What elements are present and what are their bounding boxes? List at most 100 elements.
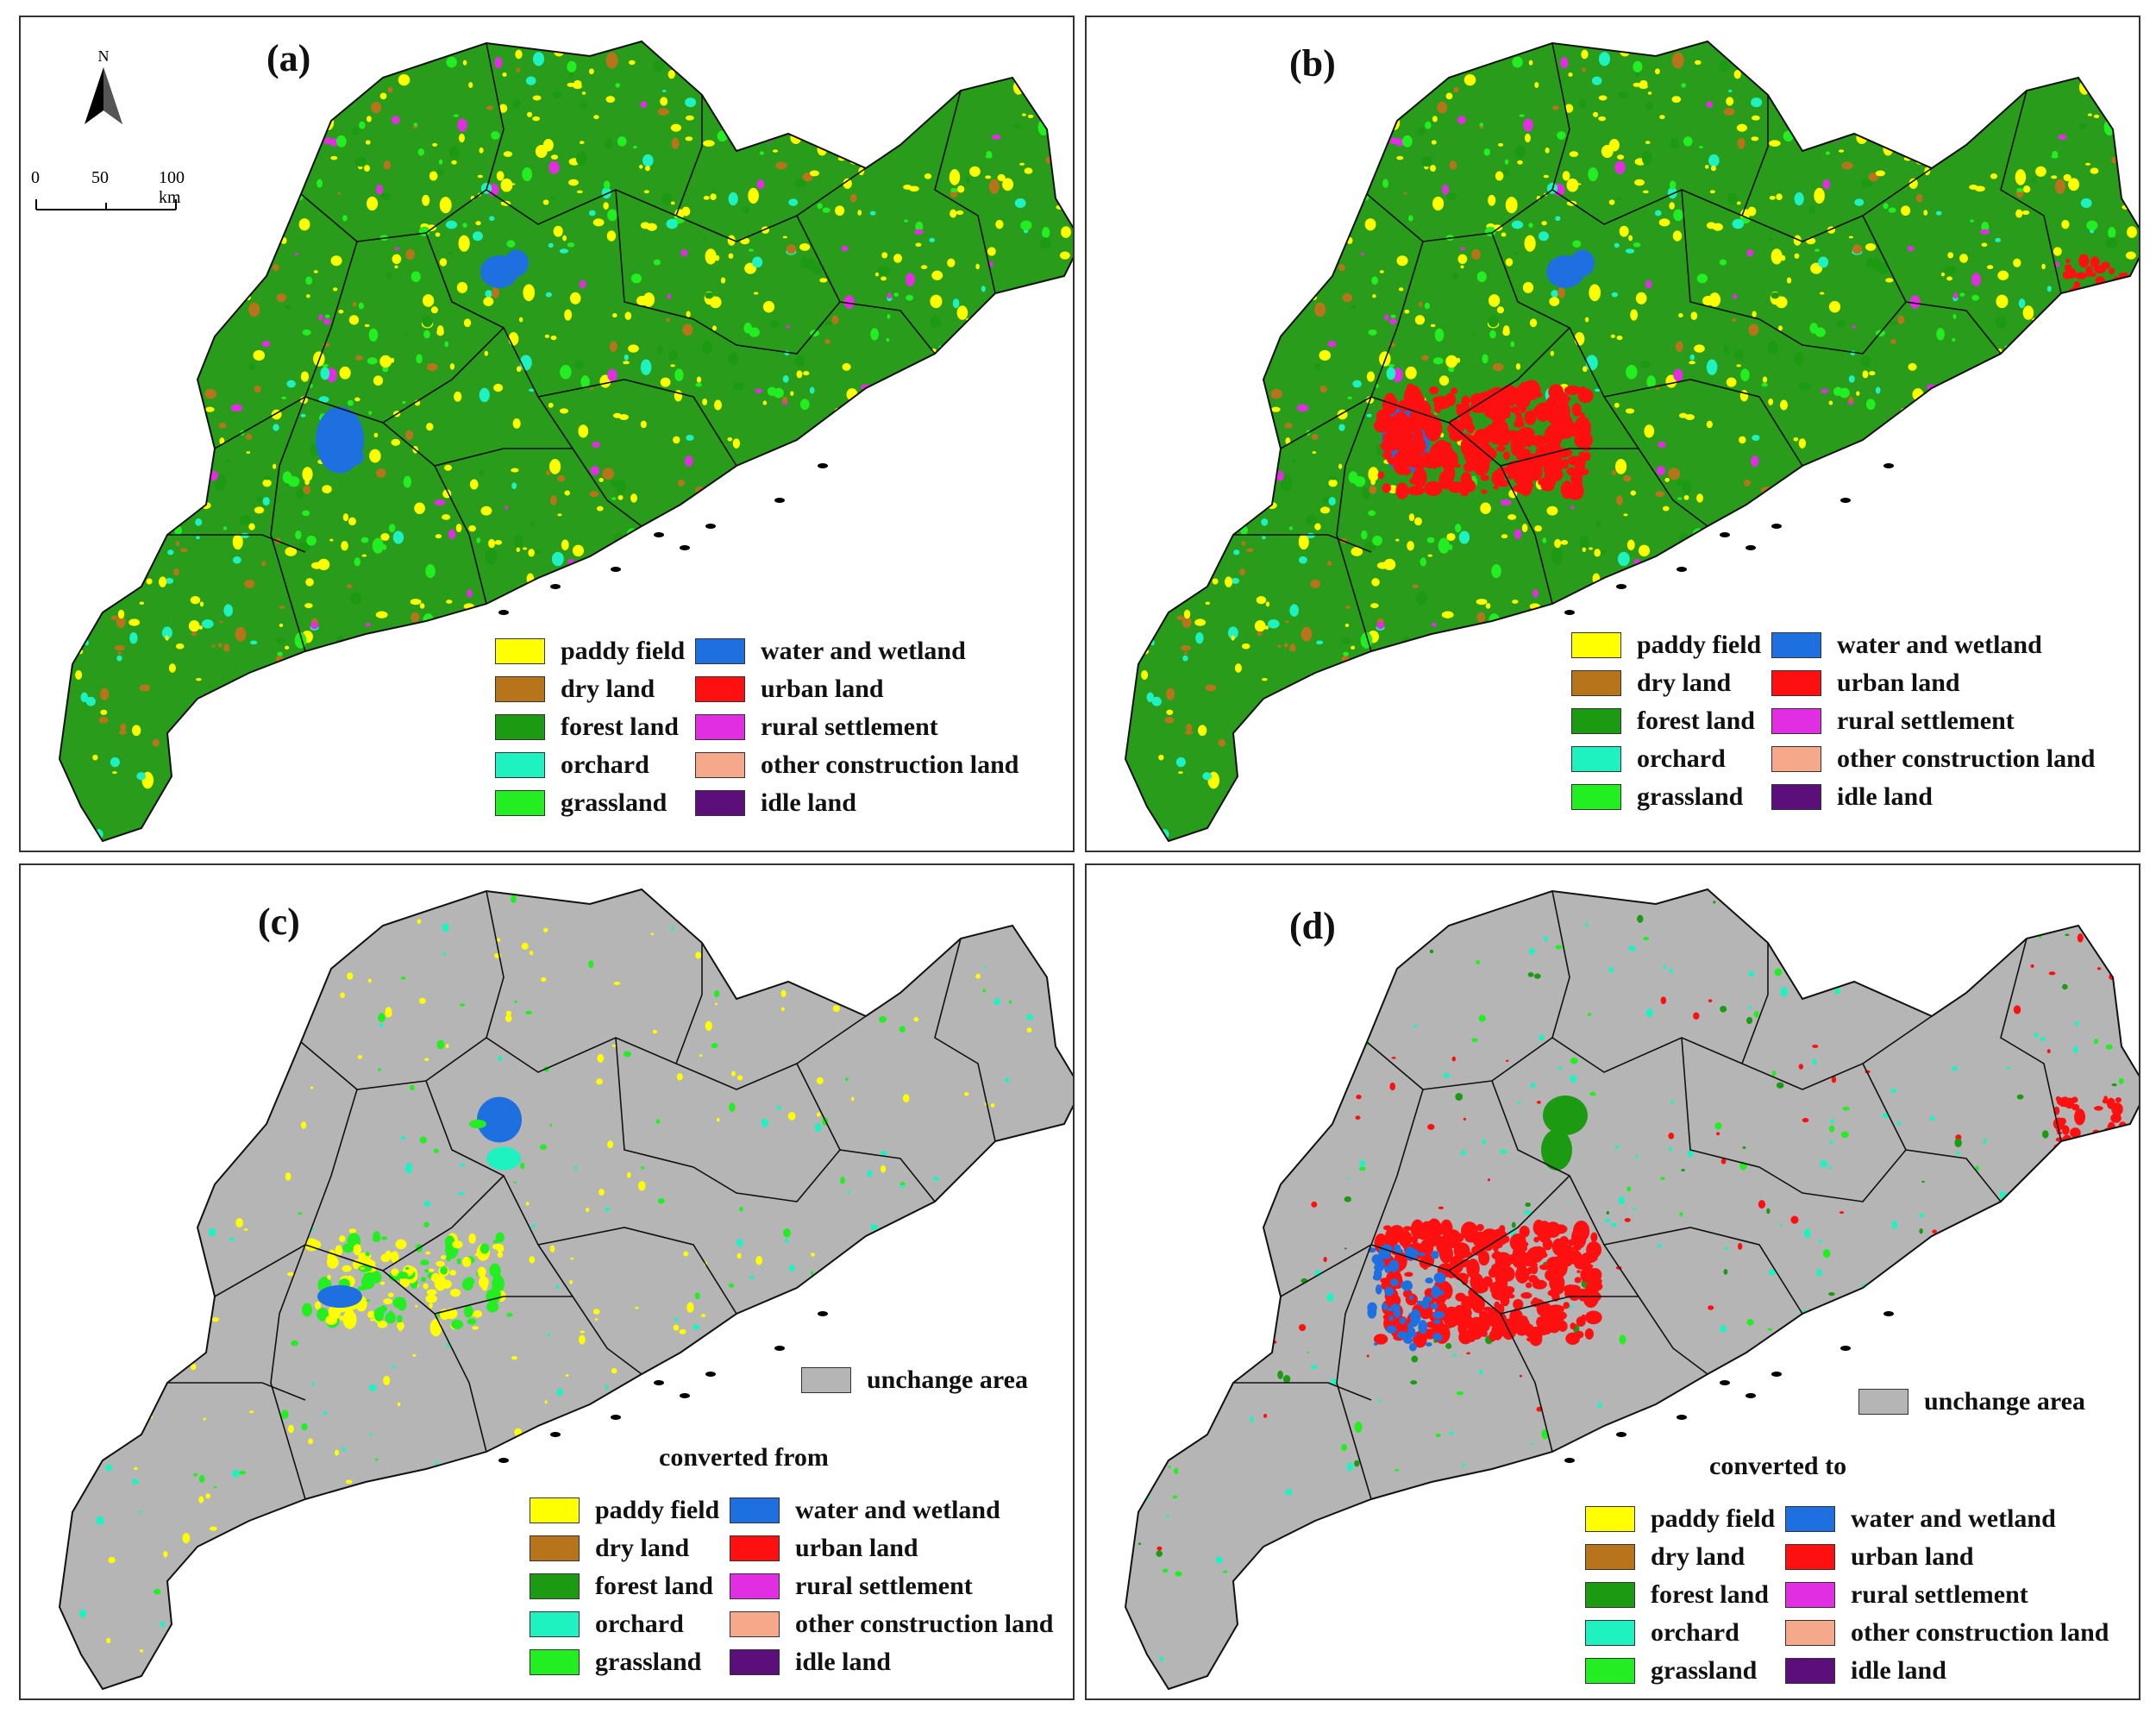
legend-item: paddy field <box>530 1493 719 1528</box>
legend-swatch <box>1771 708 1821 734</box>
legend-swatch <box>1571 670 1621 696</box>
island <box>1771 524 1782 529</box>
legend-label: orchard <box>561 750 649 779</box>
legend-item: other construction land <box>1785 1616 2109 1650</box>
legend-label: forest land <box>1637 706 1755 735</box>
island <box>1564 1458 1575 1463</box>
north-letter: N <box>97 47 110 65</box>
legend-label: dry land <box>595 1534 690 1562</box>
island <box>550 1432 561 1437</box>
province-map-b <box>1124 40 2139 843</box>
legend-item: dry land <box>1585 1540 1745 1574</box>
legend-label: other construction land <box>1851 1618 2109 1647</box>
legend-swatch <box>695 752 745 778</box>
legend-swatch <box>1585 1658 1635 1684</box>
legend-swatch <box>495 676 545 702</box>
island <box>818 463 828 468</box>
legend-item: paddy field <box>495 634 685 669</box>
island <box>680 1393 690 1398</box>
legend-label: orchard <box>595 1610 684 1638</box>
panel-label-a: (a) <box>266 37 311 79</box>
island <box>1771 1372 1782 1377</box>
legend-swatch <box>695 676 745 702</box>
legend-label: paddy field <box>595 1496 720 1524</box>
legend-item: grassland <box>1571 780 1743 814</box>
legend-label: rural settlement <box>1837 706 2015 735</box>
legend-label: urban land <box>1837 669 1960 697</box>
legend-item: idle land <box>730 1645 891 1679</box>
legend-item: other construction land <box>730 1607 1053 1642</box>
legend-label: forest land <box>561 713 679 741</box>
legend-label: urban land <box>761 675 884 703</box>
legend-swatch <box>495 790 545 816</box>
legend-swatch <box>1785 1658 1835 1684</box>
island <box>654 1380 664 1385</box>
legend-swatch <box>1571 784 1621 810</box>
legend-swatch <box>730 1535 780 1561</box>
legend-d: paddy field dry land forest land orchard gra… <box>1585 1502 2137 1698</box>
legend-title-d: converted to <box>1709 1452 1847 1480</box>
legend-label: water and wetland <box>795 1496 1000 1524</box>
province-fill <box>60 41 1073 841</box>
legend-item: dry land <box>530 1531 689 1566</box>
island <box>1564 610 1575 615</box>
legend-item: grassland <box>530 1645 701 1679</box>
island <box>774 498 785 503</box>
legend-swatch <box>695 790 745 816</box>
legend-item: forest land <box>1571 704 1755 738</box>
legend-item: water and wetland <box>1785 1502 2056 1536</box>
north-arrow-icon: N <box>83 47 124 130</box>
province-fill <box>1125 889 2139 1689</box>
map-panel-a: (a) N 0 50 100 km paddy field dry land for… <box>19 16 1075 852</box>
legend-swatch <box>1585 1620 1635 1646</box>
legend-swatch <box>495 638 545 664</box>
legend-swatch <box>1585 1582 1635 1608</box>
legend-label: idle land <box>1851 1656 1946 1685</box>
legend-item: orchard <box>1571 742 1726 776</box>
legend-swatch <box>1585 1506 1635 1532</box>
legend-item: forest land <box>1585 1578 1769 1612</box>
legend-item: water and wetland <box>730 1493 1000 1528</box>
legend-swatch <box>730 1611 780 1637</box>
legend-item: orchard <box>1585 1616 1739 1650</box>
legend-swatch <box>530 1573 580 1599</box>
legend-item: paddy field <box>1571 628 1761 662</box>
province-map-d <box>1124 888 2139 1691</box>
legend-item: grassland <box>495 786 667 820</box>
legend-label: urban land <box>795 1534 918 1562</box>
island <box>550 584 561 589</box>
legend-swatch <box>1571 708 1621 734</box>
legend-label: dry land <box>1637 669 1732 697</box>
county-boundaries <box>1233 890 2062 1500</box>
legend-item: orchard <box>495 748 649 782</box>
province-map-a <box>58 40 1073 843</box>
unchanged-legend-d: unchange area <box>1858 1387 2085 1416</box>
legend-label: forest land <box>1651 1580 1769 1609</box>
legend-swatch <box>730 1573 780 1599</box>
province-fill <box>60 889 1073 1689</box>
legend-label: grassland <box>561 788 667 817</box>
map-panel-d: (d) unchange area converted to paddy fie… <box>1085 863 2140 1700</box>
legend-item: dry land <box>495 672 655 706</box>
legend-label: other construction land <box>795 1610 1054 1638</box>
scale-bar: 0 50 100 km <box>29 168 202 220</box>
island <box>1883 463 1894 468</box>
island <box>705 1372 716 1377</box>
legend-item: dry land <box>1571 666 1731 700</box>
legend-swatch <box>730 1497 780 1523</box>
island <box>1677 567 1687 572</box>
province-outline <box>58 40 1073 843</box>
legend-label: rural settlement <box>761 713 938 741</box>
legend-swatch <box>495 752 545 778</box>
legend-item: idle land <box>1785 1654 1946 1688</box>
legend-label: dry land <box>1651 1542 1745 1571</box>
legend-label: urban land <box>1851 1542 1974 1571</box>
legend-item: grassland <box>1585 1654 1757 1688</box>
island <box>1745 545 1756 550</box>
province-outline <box>58 888 1073 1691</box>
legend-swatch <box>1785 1582 1835 1608</box>
legend-item: rural settlement <box>1771 704 2015 738</box>
legend-swatch <box>530 1611 580 1637</box>
legend-label: paddy field <box>1637 631 1762 659</box>
unchanged-legend-c: unchange area <box>801 1366 1028 1395</box>
